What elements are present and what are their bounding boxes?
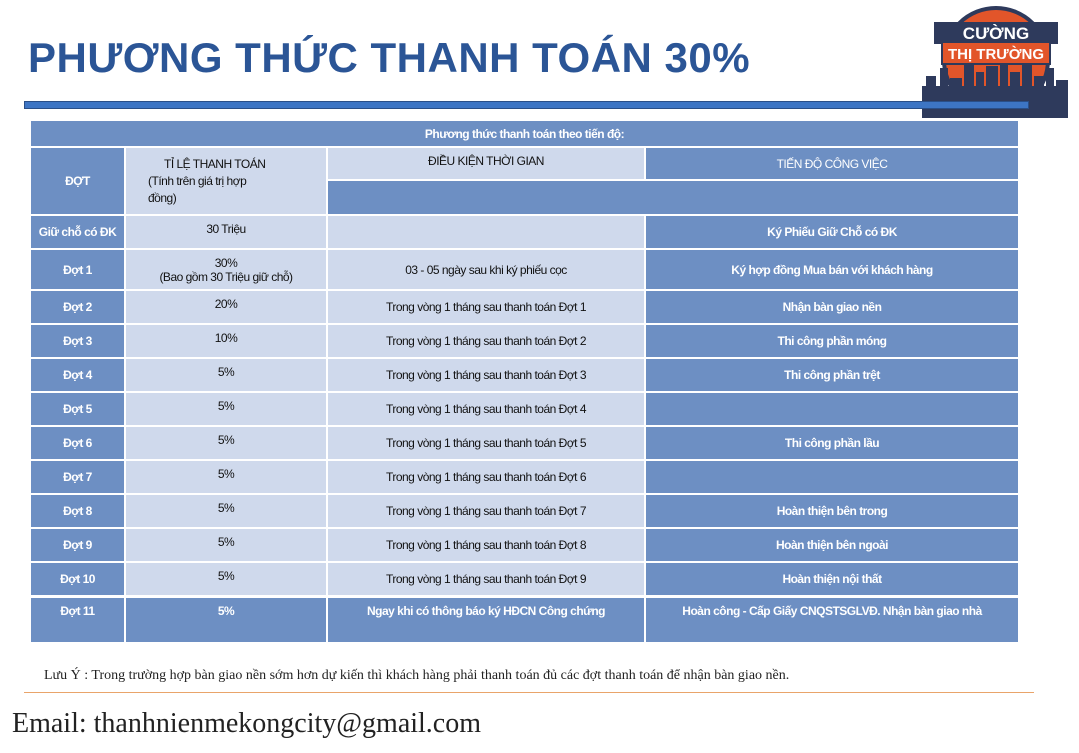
cell-condition: Ngay khi có thông báo ký HĐCN Công chứng: [326, 595, 646, 644]
cell-condition: Trong vòng 1 tháng sau thanh toán Đợt 6: [326, 459, 646, 495]
note-divider: [24, 692, 1034, 693]
cell-rate: 5%: [124, 561, 328, 597]
cell-rate-value: 5%: [217, 365, 235, 379]
table-row: Đợt 7 5% Trong vòng 1 tháng sau thanh toán…: [29, 459, 1021, 495]
cell-progress: Thi công phần lầu: [643, 425, 1021, 461]
table-row: Đợt 6 5% Trong vòng 1 tháng sau thanh toán…: [29, 425, 1021, 461]
cell-rate: 20%: [124, 289, 328, 325]
cell-phase: Đợt 8: [29, 493, 126, 529]
cell-phase: Đợt 10: [29, 561, 126, 597]
table-row: Đợt 3 10% Trong vòng 1 tháng sau thanh toá…: [29, 323, 1021, 359]
cell-phase: Đợt 2: [29, 289, 126, 325]
cell-rate: 30% (Bao gồm 30 Triệu giữ chỗ): [124, 248, 328, 291]
header-row: ĐỢT TỈ LỆ THANH TOÁN (Tính trên giá trị …: [29, 146, 1021, 216]
cell-condition: Trong vòng 1 tháng sau thanh toán Đợt 5: [326, 425, 646, 461]
cell-rate-value: 30 Triệu: [206, 222, 246, 236]
header-rate-line3: đồng): [148, 190, 177, 205]
header-blank-band: [325, 179, 1021, 216]
cell-progress: Ký hợp đồng Mua bán với khách hàng: [643, 248, 1021, 291]
cell-rate-value: 5%: [217, 501, 235, 515]
cell-condition: 03 - 05 ngày sau khi ký phiếu cọc: [326, 248, 646, 291]
table-row: Đợt 4 5% Trong vòng 1 tháng sau thanh toán…: [29, 357, 1021, 393]
payment-schedule-table: Phương thức thanh toán theo tiến độ: ĐỢT…: [28, 119, 1021, 644]
cell-condition: Trong vòng 1 tháng sau thanh toán Đợt 7: [326, 493, 646, 529]
header-rate-line2: (Tính trên giá trị hợp: [148, 173, 247, 188]
cell-progress: Hoàn thiện bên ngoài: [643, 527, 1021, 563]
cell-rate-value: 10%: [214, 331, 238, 345]
header-progress: TIẾN ĐỘ CÔNG VIỆC: [643, 146, 1021, 181]
cell-condition: [326, 214, 646, 250]
cell-rate: 5%: [124, 391, 328, 427]
cell-rate-note: (Bao gồm 30 Triệu giữ chỗ): [159, 269, 293, 284]
table-caption: Phương thức thanh toán theo tiến độ:: [28, 119, 1021, 148]
cell-rate: 5%: [124, 527, 328, 563]
cell-phase: Đợt 11: [29, 595, 126, 644]
cell-rate: 5%: [124, 595, 328, 644]
table-row: Đợt 10 5% Trong vòng 1 tháng sau thanh toá…: [29, 561, 1021, 597]
table-row: Đợt 8 5% Trong vòng 1 tháng sau thanh toán…: [29, 493, 1021, 529]
page-title: PHƯƠNG THỨC THANH TOÁN 30%: [28, 34, 751, 81]
table-row: Đợt 11 5% Ngay khi có thông báo ký HĐCN Cô…: [29, 595, 1021, 644]
cell-rate-value: 20%: [214, 297, 238, 311]
header-phase: ĐỢT: [29, 146, 126, 216]
cell-progress: [643, 391, 1021, 427]
cell-phase: Đợt 4: [29, 357, 126, 393]
cell-condition: Trong vòng 1 tháng sau thanh toán Đợt 3: [326, 357, 646, 393]
cell-rate: 10%: [124, 323, 328, 359]
cell-condition: Trong vòng 1 tháng sau thanh toán Đợt 2: [326, 323, 646, 359]
cell-rate-value: 5%: [217, 399, 235, 413]
cell-rate-value: 5%: [217, 569, 235, 583]
cell-rate-value: 5%: [217, 603, 235, 618]
header-rate: TỈ LỆ THANH TOÁN (Tính trên giá trị hợp …: [124, 146, 328, 216]
cell-phase: Đợt 3: [29, 323, 126, 359]
cell-phase: Đợt 5: [29, 391, 126, 427]
table-row: Đợt 9 5% Trong vòng 1 tháng sau thanh toán…: [29, 527, 1021, 563]
logo-line2: THỊ TRƯỜNG: [948, 45, 1044, 63]
cell-rate-value: 5%: [217, 467, 235, 481]
header-subrow: [30, 179, 1021, 216]
table-row: Giữ chỗ có ĐK 30 Triệu Ký Phiếu Giữ Chỗ có…: [29, 214, 1021, 250]
cell-phase: Đợt 1: [29, 248, 126, 291]
cuong-thi-truong-logo: CƯỜNG THỊ TRƯỜNG: [922, 6, 1068, 118]
cell-progress: Nhận bàn giao nền: [643, 289, 1021, 325]
cell-phase: Đợt 7: [29, 459, 126, 495]
cell-progress: Ký Phiếu Giữ Chỗ có ĐK: [643, 214, 1021, 250]
cell-phase: Đợt 9: [29, 527, 126, 563]
table-row: Đợt 1 30% (Bao gồm 30 Triệu giữ chỗ) 03 - 0…: [29, 248, 1021, 291]
cell-condition: Trong vòng 1 tháng sau thanh toán Đợt 9: [326, 561, 646, 597]
cell-rate-value: 5%: [217, 433, 235, 447]
cell-progress: Hoàn công - Cấp Giấy CNQSTSGLVĐ. Nhận bà…: [643, 595, 1021, 644]
cell-rate: 5%: [124, 425, 328, 461]
cell-rate: 5%: [124, 459, 328, 495]
cell-phase: Giữ chỗ có ĐK: [29, 214, 126, 250]
cell-rate-value: 5%: [217, 535, 235, 549]
cell-progress: Hoàn thiện bên trong: [643, 493, 1021, 529]
header-condition: ĐIỀU KIỆN THỜI GIAN: [326, 146, 646, 181]
cell-rate: 5%: [124, 493, 328, 529]
cell-rate: 5%: [124, 357, 328, 393]
cell-progress: [643, 459, 1021, 495]
email-text: Email: thanhnienmekongcity@gmail.com: [12, 708, 482, 739]
cell-rate-value: 30%: [214, 255, 238, 270]
table-row: Đợt 5 5% Trong vòng 1 tháng sau thanh toán…: [29, 391, 1021, 427]
cell-condition: Trong vòng 1 tháng sau thanh toán Đợt 8: [326, 527, 646, 563]
header-rate-line1: TỈ LỆ THANH TOÁN: [164, 156, 266, 171]
cell-condition: Trong vòng 1 tháng sau thanh toán Đợt 4: [326, 391, 646, 427]
table-caption-row: Phương thức thanh toán theo tiến độ:: [28, 119, 1021, 148]
cell-phase: Đợt 6: [29, 425, 126, 461]
cell-progress: Thi công phần trệt: [643, 357, 1021, 393]
table-row: Đợt 2 20% Trong vòng 1 tháng sau thanh toá…: [29, 289, 1021, 325]
note-text: Lưu Ý : Trong trường hợp bàn giao nền sớ…: [44, 668, 790, 683]
cell-progress: Hoàn thiện nội thất: [643, 561, 1021, 597]
title-divider: [24, 101, 1029, 109]
cell-rate: 30 Triệu: [124, 214, 328, 250]
cell-progress: Thi công phần móng: [643, 323, 1021, 359]
logo-line1: CƯỜNG: [963, 24, 1029, 43]
cell-condition: Trong vòng 1 tháng sau thanh toán Đợt 1: [326, 289, 646, 325]
